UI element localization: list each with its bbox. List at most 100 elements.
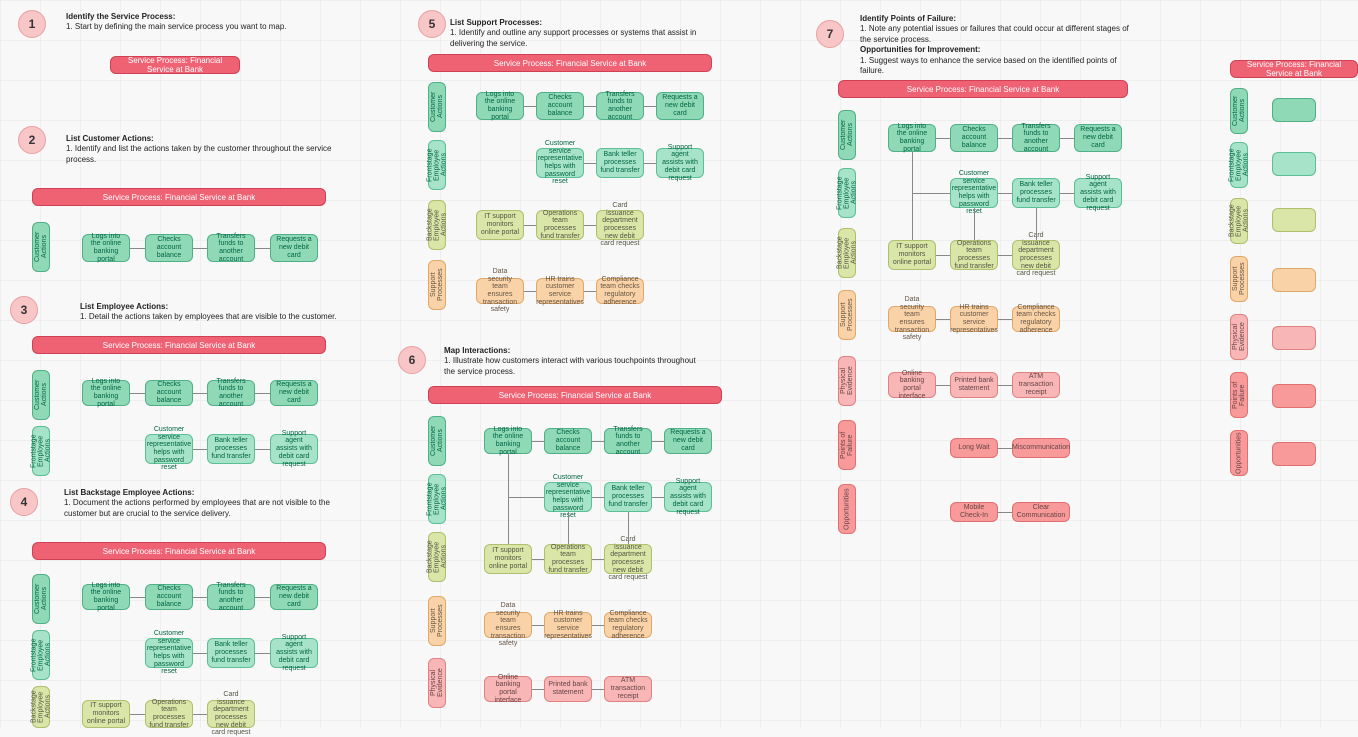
node: Compliance team checks regulatory adhere…	[596, 278, 644, 304]
node: Operations team processes fund transfer	[950, 240, 998, 270]
node: HR trains customer service representativ…	[544, 612, 592, 638]
node: Customer service representative helps wi…	[544, 482, 592, 512]
node: Checks account balance	[145, 380, 193, 406]
node: Customer service representative helps wi…	[536, 148, 584, 178]
node: ATM transaction receipt	[1012, 372, 1060, 398]
node: Logs into the online banking portal	[484, 428, 532, 454]
lane-backstage-4: Backstage Employee Actions	[32, 686, 50, 728]
lane-physical-7: Physical Evidence	[838, 356, 856, 406]
header-box-1: Service Process: Financial Service at Ba…	[110, 56, 240, 74]
header-box-2: Service Process: Financial Service at Ba…	[32, 188, 326, 206]
node: Data security team ensures transaction s…	[888, 306, 936, 332]
node: Printed bank statement	[544, 676, 592, 702]
node: Requests a new debit card	[1074, 124, 1122, 152]
lane-backstage-6: Backstage Employee Actions	[428, 532, 446, 582]
node: Transfers funds to another account	[604, 428, 652, 454]
lane-customer-2: Customer Actions	[32, 222, 50, 272]
node: Card issuance department processes new d…	[596, 210, 644, 240]
node: Online banking portal interface	[888, 372, 936, 398]
lane-support-7: Support Processes	[838, 290, 856, 340]
step-text-1: Identify the Service Process:1. Start by…	[66, 12, 287, 33]
step-text-5: List Support Processes:1. Identify and o…	[450, 18, 710, 49]
node	[1272, 152, 1316, 176]
node: Clear Communication	[1012, 502, 1070, 522]
header-box-6: Service Process: Financial Service at Ba…	[428, 386, 722, 404]
node: Transfers funds to another account	[207, 380, 255, 406]
node: Requests a new debit card	[270, 234, 318, 262]
node: Bank teller processes fund transfer	[604, 482, 652, 512]
node: ATM transaction receipt	[604, 676, 652, 702]
lane-opportunities-8: Opportunities	[1230, 430, 1248, 476]
node: Requests a new debit card	[656, 92, 704, 120]
lane-failure-7: Points of Failure	[838, 420, 856, 470]
node: Card issuance department processes new d…	[604, 544, 652, 574]
node: Logs into the online banking portal	[82, 234, 130, 262]
node: Bank teller processes fund transfer	[207, 434, 255, 464]
node: HR trains customer service representativ…	[536, 278, 584, 304]
step-circle-4: 4	[10, 488, 38, 516]
header-box-5: Service Process: Financial Service at Ba…	[428, 54, 712, 72]
node: Checks account balance	[950, 124, 998, 152]
node: Customer service representative helps wi…	[145, 434, 193, 464]
lane-customer-6: Customer Actions	[428, 416, 446, 466]
header-box-4: Service Process: Financial Service at Ba…	[32, 542, 326, 560]
node: Bank teller processes fund transfer	[596, 148, 644, 178]
lane-frontstage-5: Frontstage Employee Actions	[428, 140, 446, 190]
lane-customer-8: Customer Actions	[1230, 88, 1248, 134]
node: Checks account balance	[536, 92, 584, 120]
lane-frontstage-3: Frontstage Employee Actions	[32, 426, 50, 476]
lane-physical-6: Physical Evidence	[428, 658, 446, 708]
lane-backstage-8: Backstage Employee Actions	[1230, 198, 1248, 244]
lane-customer-5: Customer Actions	[428, 82, 446, 132]
node: Support agent assists with debit card re…	[656, 148, 704, 178]
node: Support agent assists with debit card re…	[270, 434, 318, 464]
diagram-canvas[interactable]: 1 Identify the Service Process:1. Start …	[0, 0, 1358, 728]
header-box-8: Service Process: Financial Service at Ba…	[1230, 60, 1358, 78]
node: Miscommunication	[1012, 438, 1070, 458]
node: Card issuance department processes new d…	[1012, 240, 1060, 270]
node: Operations team processes fund transfer	[544, 544, 592, 574]
node: Transfers funds to another account	[207, 234, 255, 262]
node: Checks account balance	[145, 584, 193, 610]
lane-customer-4: Customer Actions	[32, 574, 50, 624]
node: Compliance team checks regulatory adhere…	[1012, 306, 1060, 332]
node: Card issuance department processes new d…	[207, 700, 255, 728]
node: Checks account balance	[544, 428, 592, 454]
node	[1272, 326, 1316, 350]
lane-support-6: Support Processes	[428, 596, 446, 646]
node: Bank teller processes fund transfer	[207, 638, 255, 668]
node: Operations team processes fund transfer	[145, 700, 193, 728]
lane-support-5: Support Processes	[428, 260, 446, 310]
node: Customer service representative helps wi…	[950, 178, 998, 208]
lane-failure-8: Points of Failure	[1230, 372, 1248, 418]
lane-backstage-5: Backstage Employee Actions	[428, 200, 446, 250]
node: Requests a new debit card	[270, 584, 318, 610]
step-text-7: Identify Points of Failure:1. Note any p…	[860, 14, 1140, 76]
node: Mobile Check-In	[950, 502, 998, 522]
node: Data security team ensures transaction s…	[484, 612, 532, 638]
header-box-3: Service Process: Financial Service at Ba…	[32, 336, 326, 354]
node: Logs into the online banking portal	[82, 584, 130, 610]
node: Support agent assists with debit card re…	[1074, 178, 1122, 208]
lane-frontstage-4: Frontstage Employee Actions	[32, 630, 50, 680]
lane-frontstage-6: Frontstage Employee Actions	[428, 474, 446, 524]
step-circle-6: 6	[398, 346, 426, 374]
lane-frontstage-7: Frontstage Employee Actions	[838, 168, 856, 218]
header-box-7: Service Process: Financial Service at Ba…	[838, 80, 1128, 98]
lane-backstage-7: Backstage Employee Actions	[838, 228, 856, 278]
step-circle-7: 7	[816, 20, 844, 48]
node: Operations team processes fund transfer	[536, 210, 584, 240]
node	[1272, 98, 1316, 122]
lane-physical-8: Physical Evidence	[1230, 314, 1248, 360]
node: Logs into the online banking portal	[476, 92, 524, 120]
node: Requests a new debit card	[270, 380, 318, 406]
node: Compliance team checks regulatory adhere…	[604, 612, 652, 638]
node: IT support monitors online portal	[888, 240, 936, 270]
lane-customer-7: Customer Actions	[838, 110, 856, 160]
node	[1272, 442, 1316, 466]
node: Transfers funds to another account	[596, 92, 644, 120]
node: Bank teller processes fund transfer	[1012, 178, 1060, 208]
node: IT support monitors online portal	[476, 210, 524, 240]
node: Online banking portal interface	[484, 676, 532, 702]
node: Transfers funds to another account	[1012, 124, 1060, 152]
